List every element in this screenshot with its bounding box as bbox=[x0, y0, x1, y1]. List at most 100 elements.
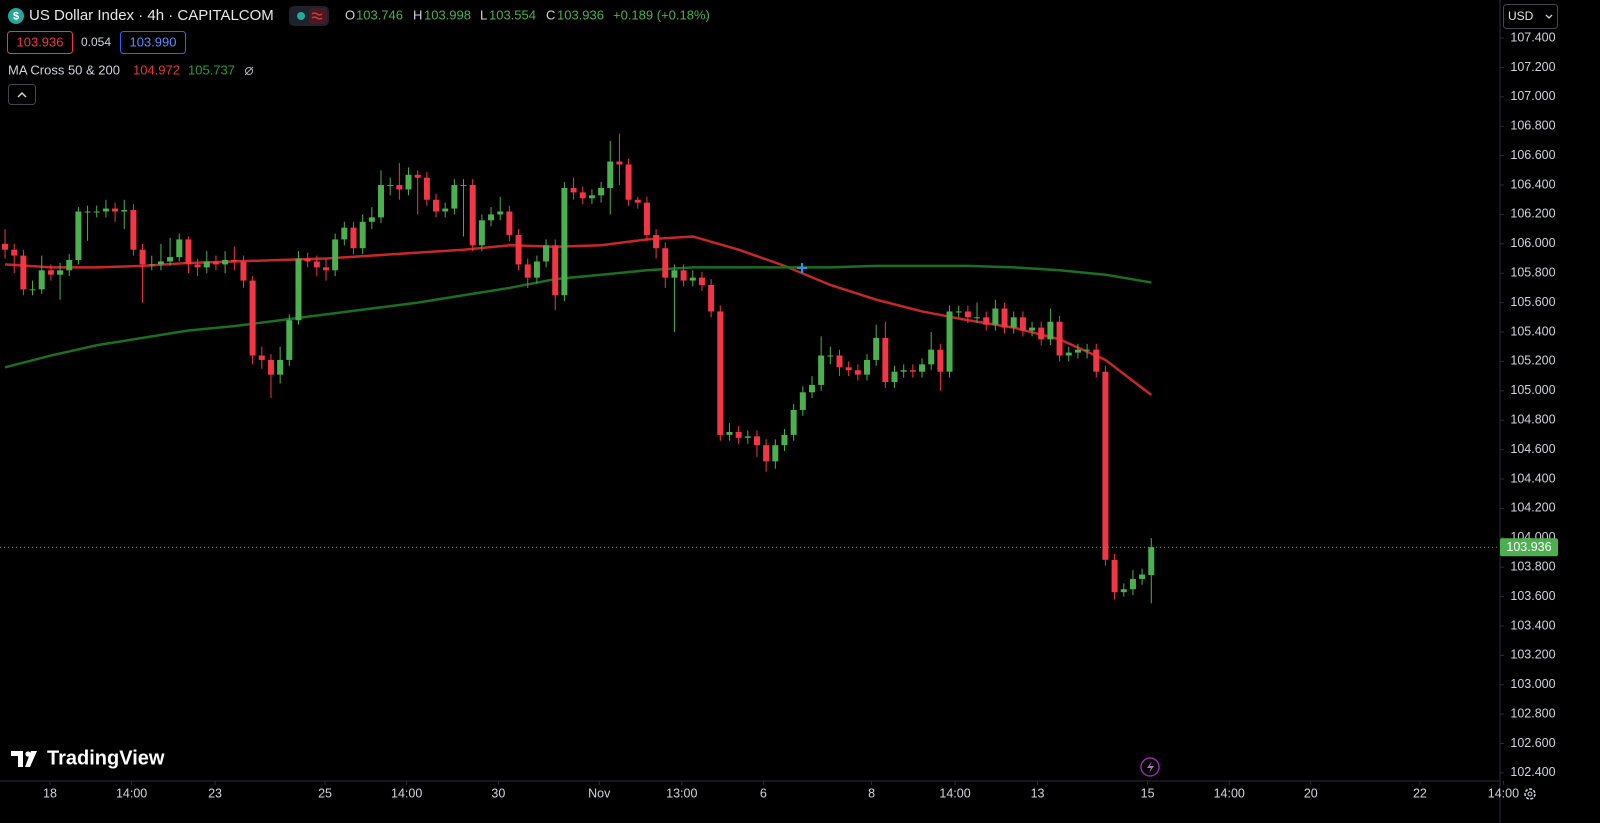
candle-body bbox=[433, 199, 440, 212]
y-tick-label: 105.800 bbox=[1510, 266, 1555, 280]
candle-body bbox=[845, 367, 852, 371]
x-tick-label: 30 bbox=[491, 786, 505, 800]
x-tick-label: 14:00 bbox=[1214, 786, 1245, 800]
last-price-label: 103.936 bbox=[1506, 540, 1551, 554]
ohlc-value: 103.554 bbox=[489, 7, 536, 22]
y-tick-label: 104.800 bbox=[1510, 413, 1555, 427]
currency-selector[interactable] bbox=[1503, 4, 1558, 29]
status-badge bbox=[309, 8, 327, 24]
ask-box[interactable] bbox=[120, 31, 186, 54]
candle-body bbox=[1065, 352, 1072, 356]
candle-body bbox=[616, 161, 623, 165]
x-tick-label: 8 bbox=[868, 786, 875, 800]
candle-body bbox=[891, 371, 898, 382]
candle-body bbox=[634, 199, 641, 203]
candle-body bbox=[698, 277, 705, 285]
x-tick-label: 15 bbox=[1141, 786, 1155, 800]
candle-body bbox=[139, 249, 146, 265]
cross-marker bbox=[797, 263, 807, 273]
candle-body bbox=[607, 161, 614, 188]
candle-body bbox=[423, 177, 430, 200]
candle-body bbox=[1102, 371, 1109, 560]
x-tick-label: 25 bbox=[318, 786, 332, 800]
candle-body bbox=[836, 355, 843, 368]
indicator-value: 104.972 bbox=[133, 62, 180, 77]
candle-body bbox=[1084, 349, 1091, 351]
collapse-icon bbox=[17, 91, 27, 98]
candle-body bbox=[1148, 547, 1155, 576]
candle-body bbox=[799, 392, 806, 410]
candle-body bbox=[478, 220, 485, 246]
ohlc-label: O bbox=[345, 7, 355, 22]
candle-body bbox=[735, 431, 742, 438]
last-price-box bbox=[1500, 538, 1558, 557]
y-tick-label: 107.000 bbox=[1510, 89, 1555, 103]
y-tick-label: 106.400 bbox=[1510, 177, 1555, 191]
y-tick-label: 103.600 bbox=[1510, 589, 1555, 603]
candle-body bbox=[47, 270, 54, 275]
candle-body bbox=[625, 164, 632, 200]
candle-body bbox=[167, 257, 174, 262]
status-dot bbox=[297, 12, 305, 20]
candle-body bbox=[1074, 349, 1081, 353]
candle-body bbox=[598, 187, 605, 196]
candle-body bbox=[790, 409, 797, 435]
candle-body bbox=[763, 445, 770, 462]
x-tick-label: Nov bbox=[588, 786, 611, 800]
candle-body bbox=[387, 185, 394, 187]
candle-body bbox=[964, 311, 971, 318]
candle-body bbox=[368, 217, 375, 222]
x-tick-label: 18 bbox=[43, 786, 57, 800]
candle-body bbox=[488, 214, 495, 221]
ohlc-label: L bbox=[480, 7, 487, 22]
candle-body bbox=[322, 267, 329, 271]
candle-body bbox=[1120, 589, 1127, 593]
x-tick-label: 14:00 bbox=[1488, 786, 1519, 800]
candle-body bbox=[882, 337, 889, 382]
x-tick-label: 13 bbox=[1031, 786, 1045, 800]
candle-body bbox=[928, 349, 935, 365]
moving-average bbox=[4, 235, 1153, 396]
candle-body bbox=[203, 261, 210, 268]
candle-body bbox=[909, 370, 916, 372]
y-tick-label: 103.800 bbox=[1510, 559, 1555, 573]
candle-body bbox=[506, 211, 513, 236]
candle-body bbox=[130, 210, 137, 250]
bid-box[interactable] bbox=[7, 31, 73, 54]
alert-icon[interactable] bbox=[1140, 757, 1160, 777]
candle-body bbox=[561, 187, 568, 296]
candle-body bbox=[194, 264, 201, 268]
moving-average bbox=[4, 264, 1152, 369]
candle-body bbox=[827, 355, 834, 357]
candle-body bbox=[1019, 317, 1026, 331]
candle-body bbox=[414, 174, 421, 178]
change: +0.189 (+0.18%) bbox=[613, 7, 710, 22]
candle-body bbox=[1093, 349, 1100, 372]
candle-body bbox=[332, 239, 339, 271]
candle-body bbox=[313, 261, 320, 268]
y-tick-label: 105.000 bbox=[1510, 383, 1555, 397]
candle-body bbox=[570, 187, 577, 193]
ohlc-label: C bbox=[546, 7, 555, 22]
collapse-button[interactable] bbox=[8, 84, 36, 105]
candle-body bbox=[295, 258, 302, 321]
ohlc-value: 103.746 bbox=[356, 7, 403, 22]
plot-area bbox=[2, 133, 1155, 604]
ohlc-value: 103.936 bbox=[557, 7, 604, 22]
candle-body bbox=[396, 185, 403, 190]
candle-body bbox=[579, 192, 586, 199]
candle-body bbox=[937, 349, 944, 372]
candle-body bbox=[524, 264, 531, 278]
settings-icon[interactable] bbox=[1524, 788, 1536, 800]
candle-body bbox=[680, 270, 687, 281]
candle-body bbox=[1056, 321, 1063, 356]
indicator-hidden-icon[interactable] bbox=[245, 67, 253, 75]
y-tick-label: 103.400 bbox=[1510, 618, 1555, 632]
indicator-name[interactable]: MA Cross 50 & 200 bbox=[8, 62, 120, 77]
candle-body bbox=[102, 208, 109, 212]
candle-body bbox=[543, 245, 550, 262]
symbol-title[interactable]: US Dollar Index · 4h · CAPITALCOM bbox=[29, 7, 274, 24]
candle-body bbox=[57, 270, 64, 275]
y-tick-label: 102.400 bbox=[1510, 765, 1555, 779]
